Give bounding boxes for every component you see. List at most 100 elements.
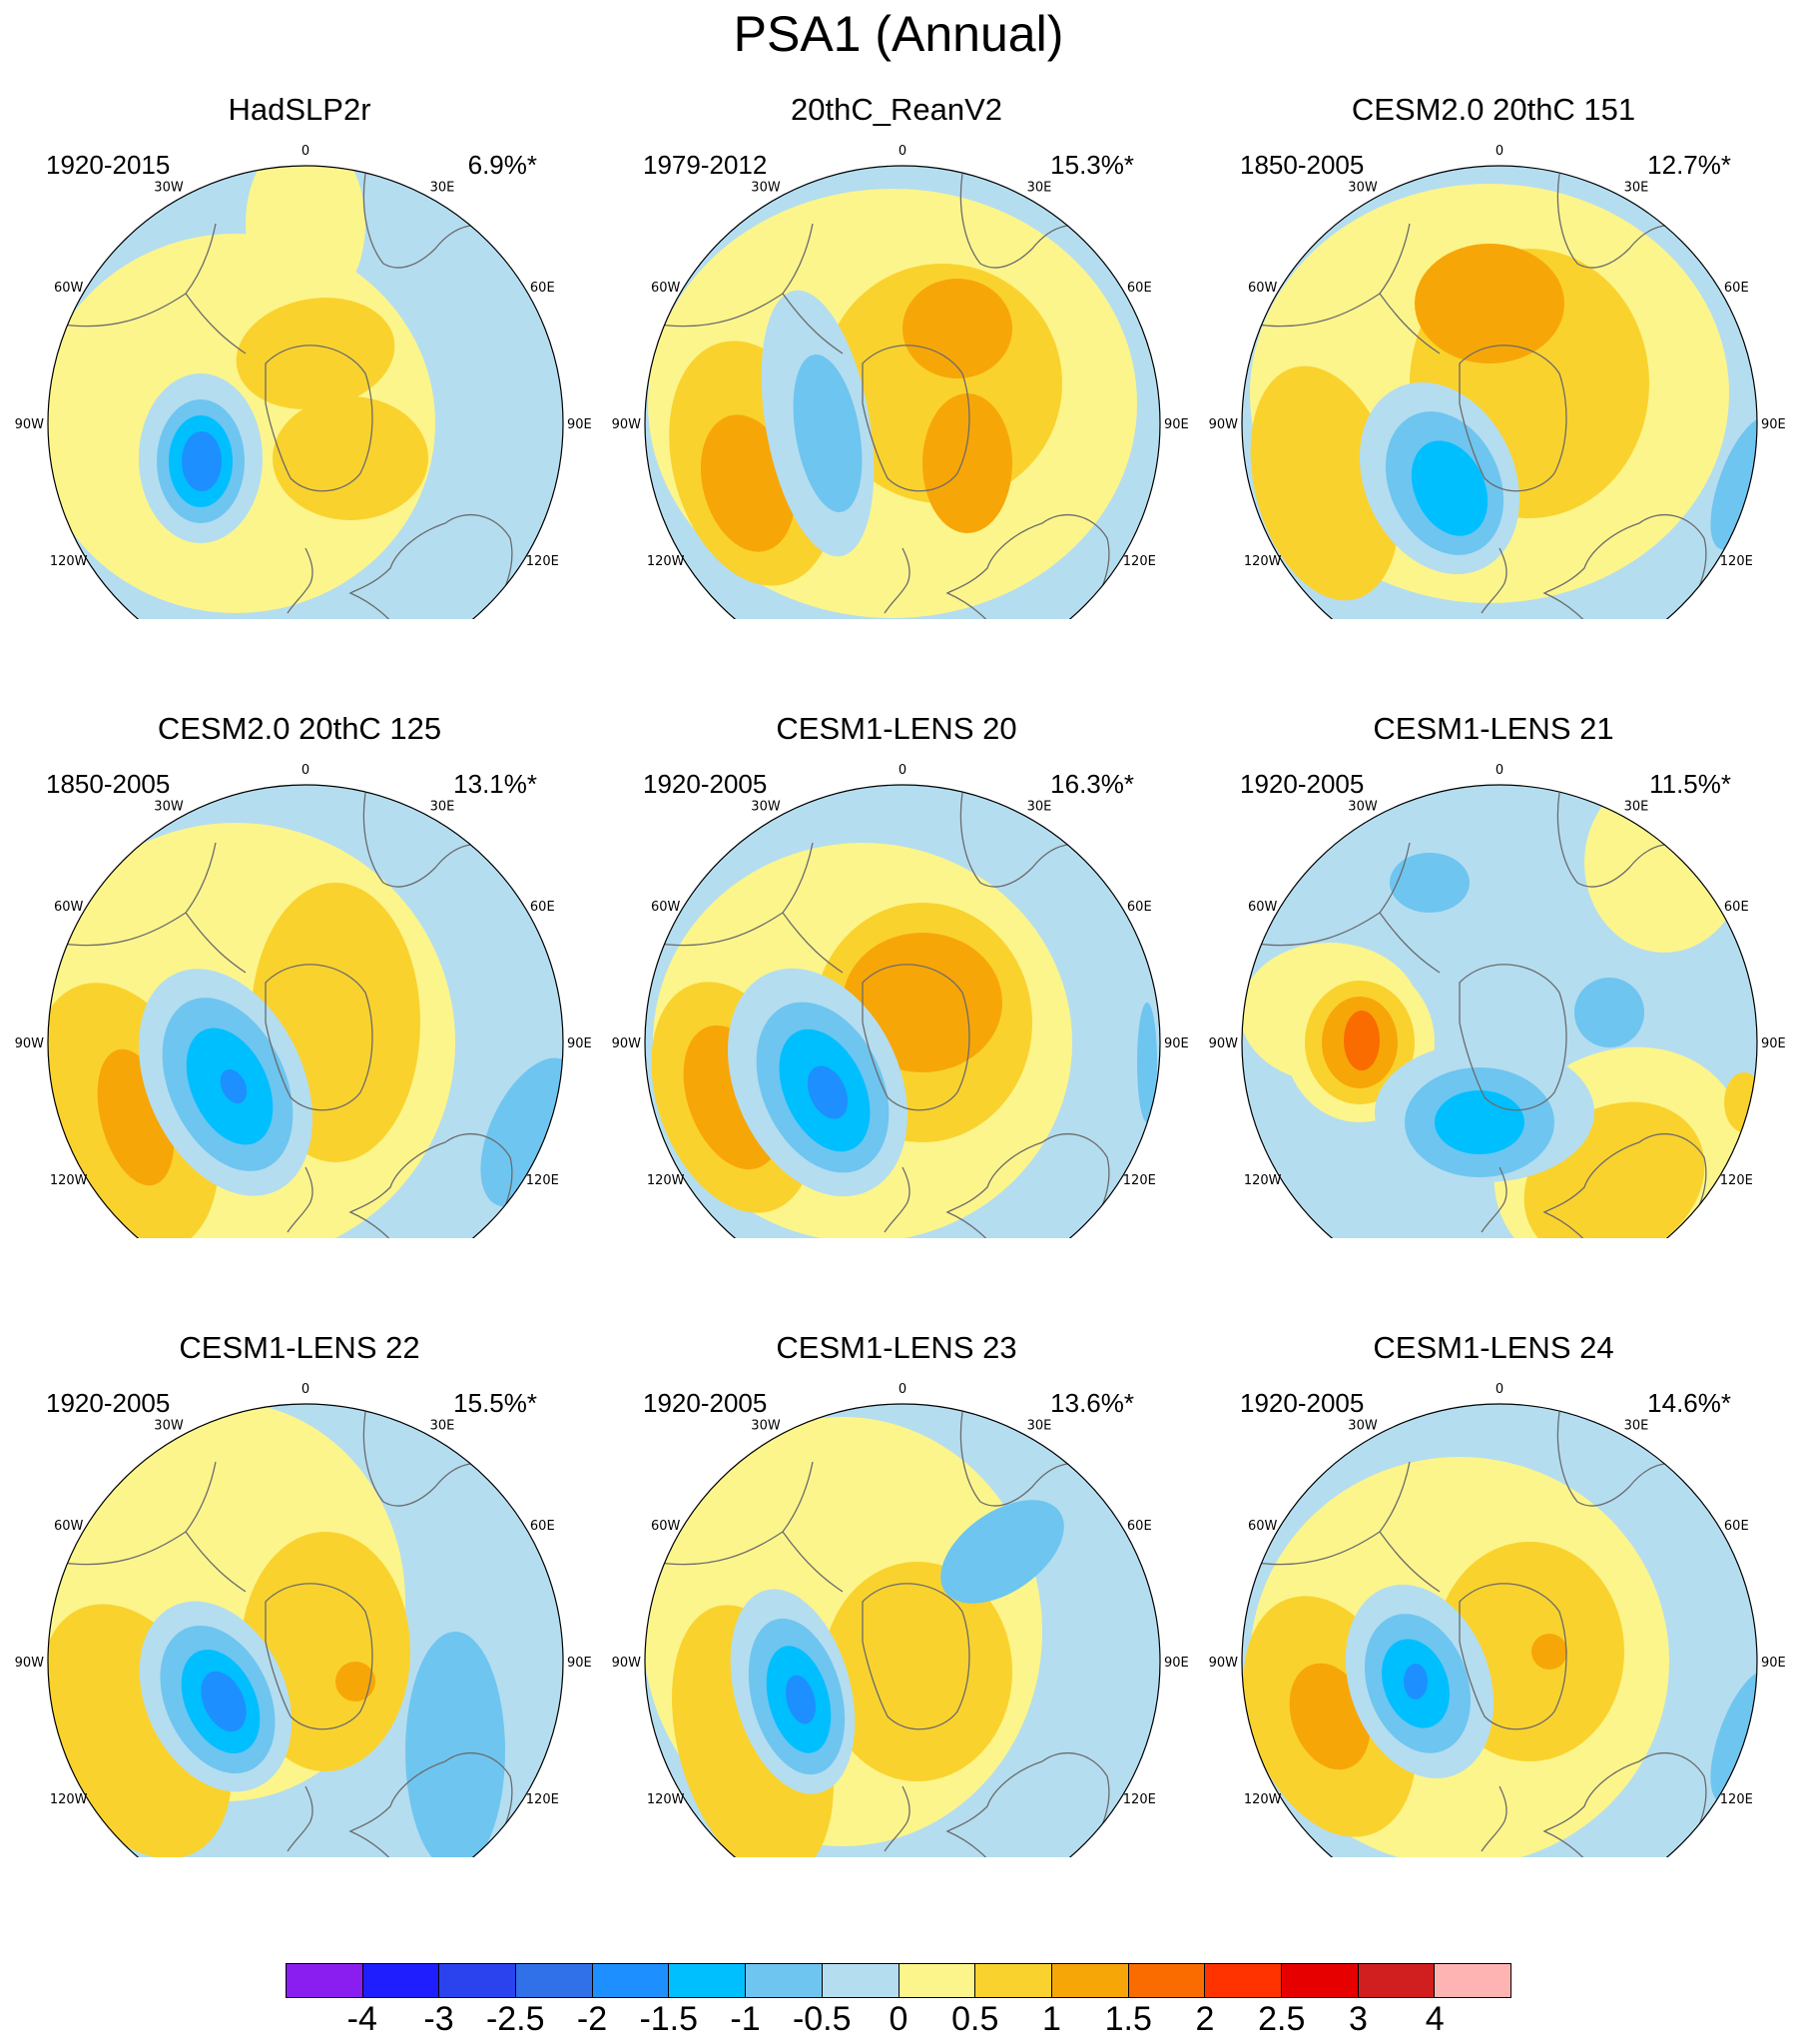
- polar-map: 030E60E90E120E150E180150W120W90W60W30W: [1209, 144, 1786, 619]
- colorbar-tick-label: 0.5: [951, 2000, 999, 2038]
- contour-region: [1390, 853, 1470, 913]
- colorbar-swatch: [592, 1964, 670, 1997]
- longitude-label: 30W: [1348, 181, 1378, 196]
- longitude-label: 90E: [1761, 417, 1786, 432]
- longitude-label: 90E: [1164, 417, 1189, 432]
- contour-region: [786, 1675, 816, 1724]
- colorbar-swatch: [1128, 1964, 1206, 1997]
- panel-variance-pct: 14.6%*: [1647, 1388, 1731, 1418]
- map-panel: 030E60E90E120E150E180150W120W90W60W30WCE…: [597, 1238, 1196, 1857]
- panel-period: 1920-2005: [643, 1388, 768, 1418]
- longitude-label: 60W: [651, 281, 681, 296]
- contour-region: [823, 1562, 1012, 1781]
- panel-period: 1920-2005: [46, 1388, 171, 1418]
- longitude-label: 90W: [15, 1036, 45, 1051]
- colorbar-swatch: [1051, 1964, 1129, 1997]
- colorbar-tick-label: -2: [576, 2000, 608, 2038]
- longitude-label: 60W: [1248, 900, 1278, 915]
- panel-title: CESM1-LENS 21: [1373, 711, 1614, 746]
- coastline: [55, 1461, 247, 1593]
- panel-period: 1920-2015: [46, 150, 171, 180]
- coastline: [265, 344, 373, 492]
- longitude-label: 30E: [430, 1419, 455, 1434]
- panel-period: 1850-2005: [46, 769, 171, 799]
- contour-region: [1404, 1664, 1428, 1700]
- coastline: [884, 547, 910, 614]
- longitude-label: 90W: [612, 1036, 642, 1051]
- contour-region: [793, 354, 863, 512]
- colorbar-tick-label: -1: [730, 2000, 761, 2038]
- colorbar-swatch: [287, 1964, 363, 1997]
- longitude-label: 30W: [1348, 800, 1378, 815]
- longitude-label: 30E: [1027, 800, 1052, 815]
- map-panel: 030E60E90E120E150E180150W120W90W60W30WCE…: [1194, 1238, 1793, 1857]
- polar-map: 030E60E90E120E150E180150W120W90W60W30W: [1209, 763, 1786, 1238]
- colorbar-boxes: [286, 1963, 1511, 1998]
- panel-period: 1850-2005: [1240, 150, 1365, 180]
- colorbar-swatch: [1435, 1964, 1510, 1997]
- colorbar-swatch: [822, 1964, 899, 1997]
- longitude-label: 60W: [54, 281, 84, 296]
- longitude-label: 90W: [1209, 1656, 1239, 1671]
- longitude-label: 120E: [1720, 554, 1753, 569]
- map-panel: 030E60E90E120E150E180150W120W90W60W30W20…: [597, 0, 1196, 619]
- coastline: [1556, 1411, 1695, 1507]
- panel-period: 1979-2012: [643, 150, 768, 180]
- colorbar-swatch: [439, 1964, 517, 1997]
- map-border: [644, 784, 1161, 1238]
- longitude-label: 0: [1496, 1382, 1503, 1397]
- polar-map: 030E60E90E120E150E180150W120W90W60W30W: [15, 144, 592, 619]
- coastline: [1481, 1785, 1507, 1852]
- contour-region: [922, 393, 1012, 533]
- longitude-label: 30W: [751, 1419, 781, 1434]
- map-panel: 030E60E90E120E150E180150W120W90W60W30WCE…: [0, 1238, 599, 1857]
- longitude-label: 90W: [1209, 417, 1239, 432]
- map-border: [1241, 784, 1758, 1238]
- colorbar-swatch: [669, 1964, 747, 1997]
- panel-title: 20thC_ReanV2: [791, 92, 1002, 127]
- longitude-label: 30E: [1624, 181, 1649, 196]
- coastline: [1249, 1461, 1441, 1593]
- longitude-label: 120W: [50, 1792, 88, 1807]
- coastline: [652, 223, 844, 354]
- longitude-label: 120W: [647, 554, 685, 569]
- longitude-label: 60W: [651, 900, 681, 915]
- coastline: [1249, 223, 1441, 354]
- longitude-label: 30E: [1027, 181, 1052, 196]
- contour-region: [1344, 1011, 1380, 1070]
- longitude-label: 120E: [1720, 1173, 1753, 1188]
- longitude-label: 90W: [612, 417, 642, 432]
- map-border: [644, 1403, 1161, 1857]
- coastline: [959, 1411, 1098, 1507]
- longitude-label: 120E: [526, 554, 559, 569]
- panel-variance-pct: 11.5%*: [1649, 769, 1731, 799]
- contour-region: [807, 1065, 849, 1119]
- longitude-label: 60W: [1248, 281, 1278, 296]
- coastline: [959, 792, 1098, 888]
- colorbar-swatch: [1205, 1964, 1282, 1997]
- longitude-label: 90E: [1164, 1656, 1189, 1671]
- polar-map: 030E60E90E120E150E180150W120W90W60W30W: [15, 763, 592, 1238]
- coastline: [862, 344, 970, 492]
- contour-region: [220, 1068, 248, 1104]
- longitude-label: 90W: [1209, 1036, 1239, 1051]
- longitude-label: 60E: [1127, 900, 1152, 915]
- colorbar-tick-label: -0.5: [792, 2000, 852, 2038]
- longitude-label: 30E: [1027, 1419, 1052, 1434]
- contour-region: [1411, 440, 1489, 536]
- longitude-label: 90W: [612, 1656, 642, 1671]
- longitude-label: 120W: [50, 1173, 88, 1188]
- map-panel: 030E60E90E120E150E180150W120W90W60W30WCE…: [1194, 0, 1793, 619]
- longitude-label: 60W: [651, 1519, 681, 1534]
- panel-period: 1920-2005: [643, 769, 768, 799]
- longitude-label: 30W: [154, 181, 184, 196]
- longitude-label: 60E: [530, 1519, 555, 1534]
- map-panel: 030E60E90E120E150E180150W120W90W60W30WCE…: [1194, 619, 1793, 1238]
- colorbar-tick-label: -1.5: [639, 2000, 699, 2038]
- longitude-label: 60E: [1724, 281, 1749, 296]
- longitude-label: 120E: [526, 1173, 559, 1188]
- coastline: [959, 173, 1098, 269]
- figure-title: PSA1 (Annual): [733, 6, 1064, 62]
- longitude-label: 60W: [54, 900, 84, 915]
- longitude-label: 90W: [15, 1656, 45, 1671]
